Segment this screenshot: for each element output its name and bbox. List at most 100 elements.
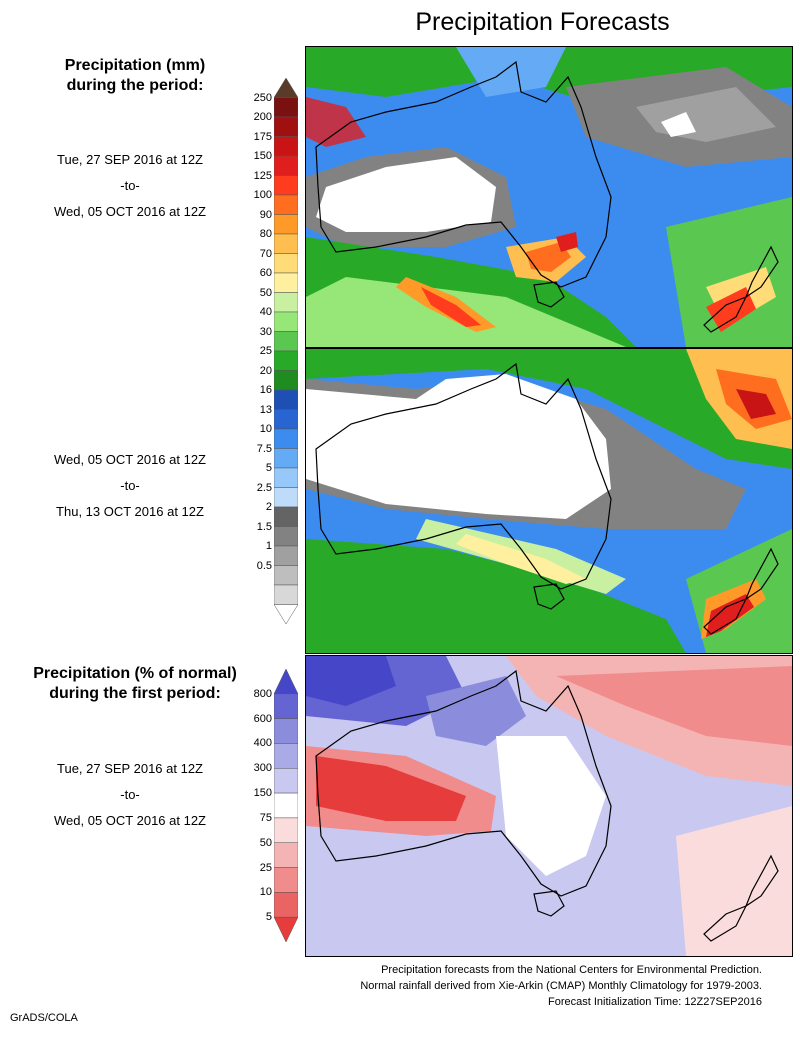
period1-sep: -to- [120, 178, 140, 193]
precip-mm-colorbar-label: 1 [265, 540, 272, 552]
precip-mm-colorbar-label: 10 [259, 423, 272, 435]
precip-mm-colorbar-label: 250 [253, 91, 272, 104]
precip-mm-colorbar-swatch-5 [274, 175, 298, 196]
precip-map-period2 [305, 348, 793, 654]
precip-mm-colorbar-swatch-25 [274, 565, 298, 586]
precip-mm-colorbar-swatch-7 [274, 214, 298, 235]
precip-pct-colorbar-swatch-5 [274, 792, 298, 819]
precip-pct-colorbar-swatch-4 [274, 768, 298, 794]
precip-mm-colorbar-label: 200 [253, 111, 272, 123]
period1-end: Wed, 05 OCT 2016 at 12Z [54, 204, 206, 219]
period1-start: Tue, 27 SEP 2016 at 12Z [57, 152, 203, 167]
precip-pct-colorbar-swatch-2 [274, 718, 298, 744]
precip-mm-colorbar-swatch-14 [274, 350, 298, 371]
precip-mm-colorbar-label: 40 [259, 306, 272, 318]
precip-mm-colorbar-label: 20 [259, 364, 272, 377]
precip-mm-colorbar-swatch-13 [274, 331, 298, 352]
credits-line3: Forecast Initialization Time: 12Z27SEP20… [547, 996, 762, 1008]
precip-pct-map [305, 655, 793, 957]
precip-pct-colorbar-swatch-7 [274, 842, 298, 868]
period3-end: Wed, 05 OCT 2016 at 12Z [54, 813, 206, 828]
precip-mm-colorbar-swatch-18 [274, 428, 298, 449]
precip-mm-colorbar-swatch-1 [274, 97, 298, 118]
precip-pct-colorbar-label: 300 [253, 762, 272, 775]
precip-mm-colorbar-label: 125 [253, 169, 272, 182]
precip-mm-colorbar [274, 78, 298, 624]
precip-pct-colorbar-label: 800 [253, 687, 272, 700]
precip-mm-colorbar-label: 90 [259, 208, 272, 221]
period2-sep: -to- [120, 478, 140, 493]
precip-pct-colorbar [274, 669, 298, 942]
precip-pct-colorbar-swatch-8 [274, 867, 298, 893]
period3-label: Tue, 27 SEP 2016 at 12Z -to- Wed, 05 OCT… [10, 756, 250, 834]
precip-mm-colorbar-label: 50 [259, 286, 272, 299]
precip-pct-heading: Precipitation (% of normal) during the f… [10, 664, 260, 704]
precip-mm-colorbar-swatch-17 [274, 409, 298, 430]
precip-mm-colorbar-swatch-20 [274, 467, 298, 488]
footer-grads: GrADS/COLA [10, 1012, 78, 1024]
precip-mm-colorbar-label: 5 [265, 462, 272, 474]
precip-pct-colorbar-label: 10 [259, 886, 272, 899]
precip-mm-colorbar-label: 70 [259, 247, 272, 260]
precip-mm-colorbar-label: 2.5 [256, 481, 272, 494]
precip-mm-colorbar-labels: 250 200 175 150 125 100 90 80 70 60 50 40 30 25 20 16 13… [228, 78, 272, 624]
precip-pct-colorbar-swatch-3 [274, 743, 298, 769]
precip-mm-colorbar-swatch-12 [274, 311, 298, 332]
credits: Precipitation forecasts from the Nationa… [360, 962, 762, 1010]
precip-mm-colorbar-swatch-0 [274, 78, 298, 98]
precip-pct-colorbar-swatch-9 [274, 892, 298, 918]
precip-mm-colorbar-label: 7.5 [256, 442, 272, 455]
precip-pct-colorbar-swatch-1 [274, 693, 298, 719]
period3-sep: -to- [120, 787, 140, 802]
precip-mm-colorbar-label: 30 [259, 325, 272, 338]
precip-mm-colorbar-swatch-4 [274, 155, 298, 176]
precip-mm-colorbar-label: 100 [253, 189, 272, 201]
precip-mm-colorbar-swatch-6 [274, 194, 298, 215]
precip-mm-colorbar-swatch-2 [274, 116, 298, 137]
precip-mm-colorbar-swatch-10 [274, 272, 298, 293]
precip-pct-colorbar-label: 50 [259, 836, 272, 849]
precip-mm-colorbar-swatch-9 [274, 253, 298, 274]
precip-pct-colorbar-label: 150 [253, 787, 272, 800]
precip-mm-colorbar-swatch-23 [274, 526, 298, 547]
precip-mm-colorbar-label: 175 [253, 130, 272, 143]
period2-start: Wed, 05 OCT 2016 at 12Z [54, 452, 206, 467]
precip-mm-colorbar-label: 25 [259, 345, 272, 357]
precip-pct-colorbar-swatch-6 [274, 817, 298, 843]
precip-mm-colorbar-swatch-22 [274, 506, 298, 527]
precip-mm-colorbar-swatch-3 [274, 136, 298, 157]
precip-pct-colorbar-label: 400 [253, 737, 272, 750]
precip-mm-colorbar-label: 2 [265, 501, 272, 513]
precip-pct-heading-line2: during the first period: [49, 685, 221, 702]
period2-label: Wed, 05 OCT 2016 at 12Z -to- Thu, 13 OCT… [10, 447, 250, 525]
precip-mm-colorbar-label: 60 [259, 267, 272, 279]
precip-mm-colorbar-label: 16 [259, 384, 272, 396]
precip-pct-colorbar-swatch-0 [274, 669, 298, 695]
precip-mm-colorbar-label: 13 [259, 403, 272, 416]
precip-mm-colorbar-swatch-26 [274, 584, 298, 605]
precip-mm-colorbar-label: 0.5 [256, 559, 272, 572]
precip-pct-heading-line1: Precipitation (% of normal) [33, 665, 237, 682]
precip-pct-colorbar-labels: 800 600 400 300 150 75 50 25 10 5 [228, 669, 272, 942]
period1-label: Tue, 27 SEP 2016 at 12Z -to- Wed, 05 OCT… [10, 147, 250, 225]
precip-pct-colorbar-label: 75 [259, 811, 272, 824]
precip-mm-colorbar-swatch-27 [274, 604, 298, 624]
credits-line2: Normal rainfall derived from Xie-Arkin (… [360, 980, 762, 992]
precip-mm-heading-line1: Precipitation (mm) [64, 57, 206, 74]
precip-pct-colorbar-label: 25 [259, 861, 272, 874]
precip-pct-colorbar-label: 5 [265, 911, 272, 924]
precip-mm-colorbar-swatch-15 [274, 370, 298, 391]
precip-mm-colorbar-label: 150 [253, 150, 272, 162]
precip-mm-colorbar-swatch-21 [274, 487, 298, 508]
precip-mm-heading: Precipitation (mm) during the period: [10, 56, 260, 96]
period3-start: Tue, 27 SEP 2016 at 12Z [57, 761, 203, 776]
precip-mm-colorbar-swatch-11 [274, 292, 298, 313]
precip-mm-colorbar-swatch-8 [274, 233, 298, 254]
precip-mm-colorbar-label: 80 [259, 228, 272, 240]
precip-mm-colorbar-label: 1.5 [256, 520, 272, 533]
precip-pct-colorbar-label: 600 [253, 712, 272, 725]
period2-end: Thu, 13 OCT 2016 at 12Z [56, 504, 204, 519]
precip-mm-colorbar-swatch-24 [274, 545, 298, 566]
page-title: Precipitation Forecasts [415, 8, 670, 36]
precip-mm-heading-line2: during the period: [66, 77, 204, 94]
